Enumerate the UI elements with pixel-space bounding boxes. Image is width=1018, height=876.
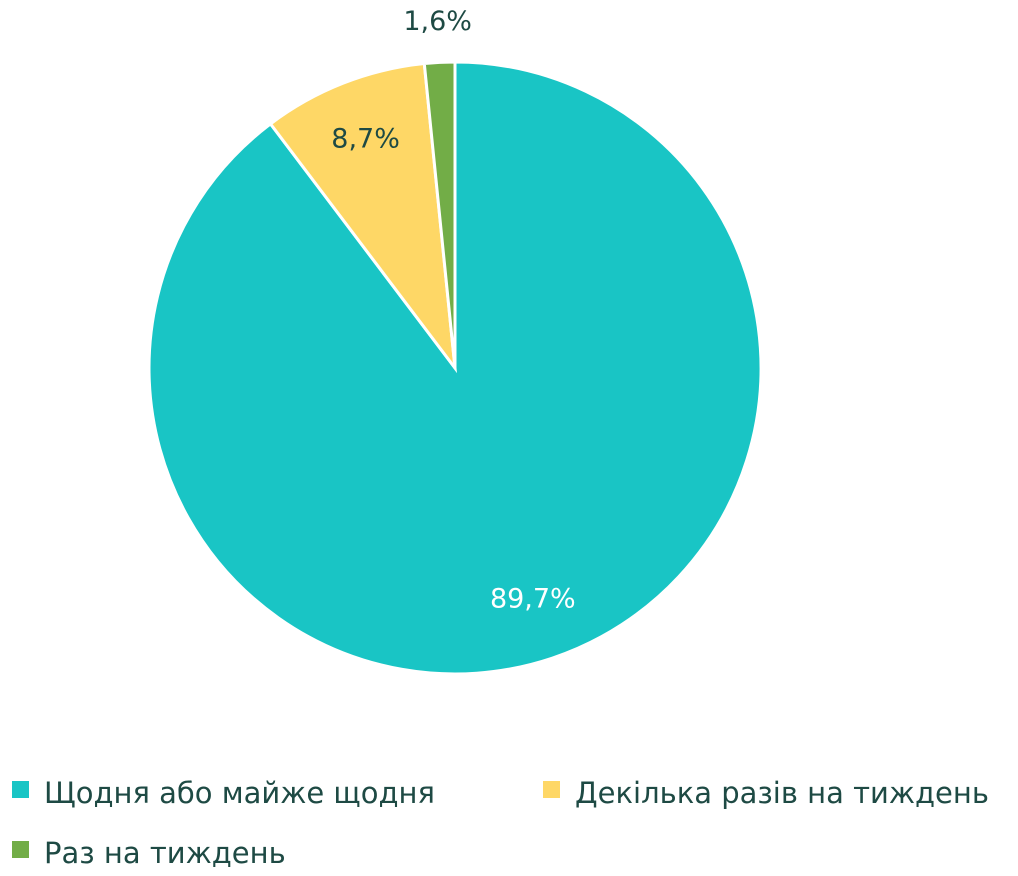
- pie-slice: [268, 61, 458, 374]
- data-label: 89,7%: [490, 584, 576, 615]
- legend-label: Щодня або майже щодня: [44, 776, 435, 810]
- pie-slice: [422, 60, 457, 369]
- legend-swatch: [12, 781, 29, 798]
- legend-label: Раз на тиждень: [44, 836, 286, 870]
- legend-swatch: [543, 781, 560, 798]
- data-label: 1,6%: [403, 6, 472, 37]
- legend-label: Декілька разів на тиждень: [575, 776, 989, 810]
- legend-swatch: [12, 841, 29, 858]
- data-label: 8,7%: [331, 124, 400, 155]
